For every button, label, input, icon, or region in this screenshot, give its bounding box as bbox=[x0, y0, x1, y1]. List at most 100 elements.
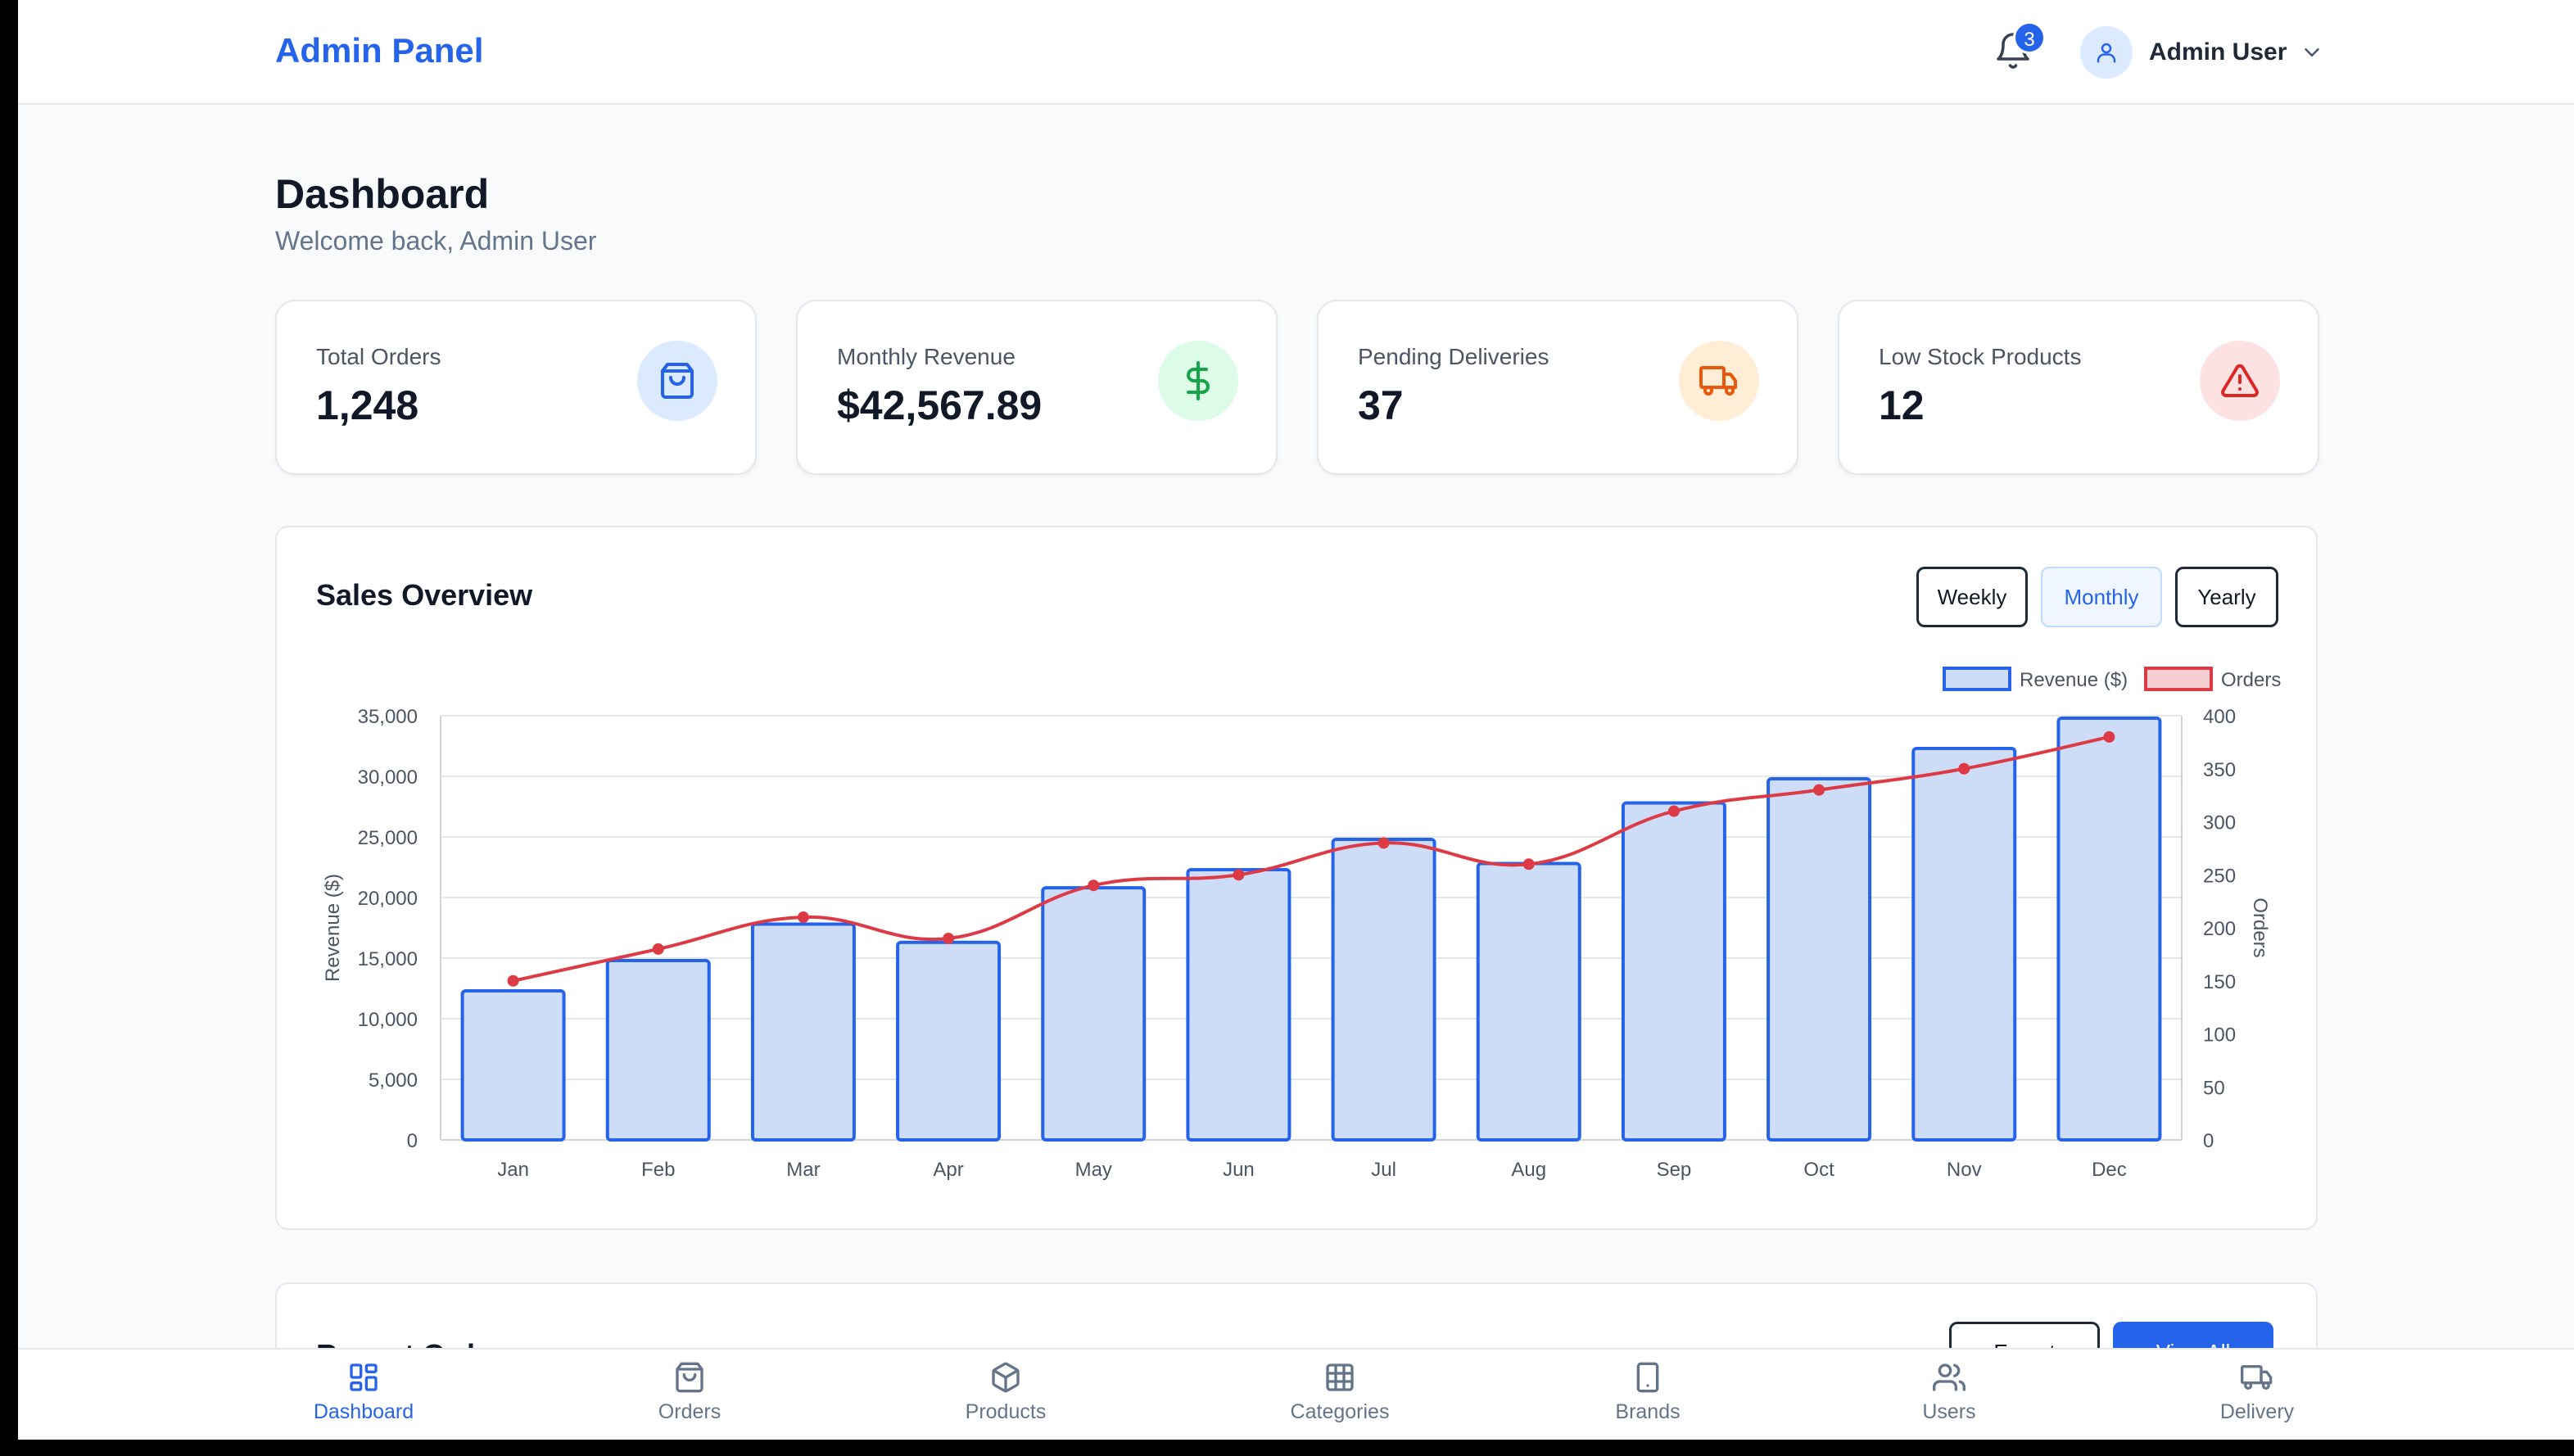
stat-value: 1,248 bbox=[316, 382, 419, 428]
x-tick-label: Mar bbox=[786, 1159, 820, 1181]
orders-point bbox=[1377, 837, 1390, 849]
orders-line bbox=[513, 735, 2110, 983]
y2-tick-label: 200 bbox=[2203, 918, 2236, 940]
orders-point bbox=[2103, 730, 2115, 743]
orders-point bbox=[797, 911, 809, 924]
period-monthly-button[interactable]: Monthly bbox=[2041, 567, 2162, 627]
stat-icon-circle bbox=[637, 341, 717, 421]
y2-tick-label: 100 bbox=[2203, 1024, 2236, 1047]
orders-point bbox=[652, 943, 664, 955]
revenue-bar bbox=[1621, 801, 1726, 1142]
grid-icon bbox=[1326, 1363, 1354, 1391]
nav-label: Delivery bbox=[2219, 1400, 2295, 1423]
revenue-bar bbox=[1186, 867, 1292, 1142]
legend-label-orders: Orders bbox=[2221, 669, 2281, 691]
user-icon bbox=[2097, 43, 2116, 63]
nav-label: Brands bbox=[1615, 1400, 1681, 1423]
y-tick-label: 5,000 bbox=[369, 1069, 418, 1092]
y2-tick-label: 250 bbox=[2203, 865, 2236, 887]
stat-card-monthly-revenue[interactable]: Monthly Revenue $42,567.89 bbox=[796, 300, 1278, 475]
stat-label: Low Stock Products bbox=[1879, 344, 2082, 369]
user-name: Admin User bbox=[2149, 38, 2287, 66]
revenue-bar bbox=[1767, 776, 1872, 1142]
x-tick-label: Oct bbox=[1803, 1159, 1834, 1181]
chevron-down-icon bbox=[2305, 48, 2320, 57]
nav-categories[interactable]: Categories bbox=[1242, 1361, 1438, 1435]
stat-card-low-stock[interactable]: Low Stock Products 12 bbox=[1838, 300, 2319, 475]
x-tick-label: Feb bbox=[641, 1159, 675, 1181]
legend-label-revenue: Revenue ($) bbox=[2020, 669, 2128, 691]
y-tick-label: 15,000 bbox=[358, 948, 418, 970]
shopping-bag-icon bbox=[661, 363, 694, 399]
nav-users[interactable]: Users bbox=[1851, 1361, 2047, 1435]
nav-label: Orders bbox=[658, 1400, 722, 1423]
x-tick-label: Aug bbox=[1511, 1159, 1546, 1181]
brand-title[interactable]: Admin Panel bbox=[275, 31, 484, 70]
nav-label: Dashboard bbox=[313, 1400, 414, 1423]
y2-tick-label: 0 bbox=[2203, 1130, 2214, 1152]
panel-title: Sales Overview bbox=[316, 578, 533, 612]
orders-point bbox=[1088, 879, 1100, 892]
dashboard-icon bbox=[350, 1363, 378, 1391]
orders-point bbox=[1813, 784, 1825, 796]
x-tick-label: Apr bbox=[933, 1159, 963, 1181]
revenue-bar bbox=[1911, 746, 2017, 1142]
orders-point bbox=[943, 932, 955, 944]
x-tick-label: Jan bbox=[497, 1159, 529, 1181]
nav-products[interactable]: Products bbox=[907, 1361, 1104, 1435]
y-tick-label: 35,000 bbox=[358, 706, 418, 728]
y-tick-label: 20,000 bbox=[358, 888, 418, 910]
x-tick-label: May bbox=[1075, 1159, 1112, 1181]
nav-dashboard[interactable]: Dashboard bbox=[265, 1361, 462, 1435]
nav-delivery[interactable]: Delivery bbox=[2159, 1361, 2355, 1435]
period-yearly-button[interactable]: Yearly bbox=[2175, 567, 2278, 627]
package-icon bbox=[992, 1362, 1020, 1393]
y2-tick-label: 400 bbox=[2203, 706, 2236, 728]
x-tick-label: Sep bbox=[1657, 1159, 1692, 1181]
revenue-bar bbox=[1476, 861, 1581, 1142]
sales-chart: 0 5,000 10,000 15,000 20,000 25,000 30,000 35,0… bbox=[322, 667, 2281, 1181]
y-axis-label: Revenue ($) bbox=[322, 874, 344, 982]
top-header: Admin Panel 3 Admin User bbox=[18, 0, 2574, 105]
revenue-bar bbox=[750, 922, 856, 1142]
period-weekly-button[interactable]: Weekly bbox=[1916, 567, 2028, 627]
stat-icon-circle bbox=[1679, 341, 1759, 421]
stat-icon-circle bbox=[2200, 341, 2280, 421]
stat-label: Total Orders bbox=[316, 344, 441, 369]
tablet-icon bbox=[1636, 1362, 1659, 1393]
x-tick-label: Dec bbox=[2092, 1159, 2127, 1181]
stat-card-total-orders[interactable]: Total Orders 1,248 bbox=[275, 300, 757, 475]
x-tick-label: Jul bbox=[1371, 1159, 1396, 1181]
orders-point bbox=[1667, 805, 1680, 817]
nav-brands[interactable]: Brands bbox=[1549, 1361, 1746, 1435]
page-title: Dashboard bbox=[275, 171, 490, 217]
y-tick-label: 10,000 bbox=[358, 1009, 418, 1031]
app-window: Admin Panel 3 Admin User Dashboard Welco… bbox=[18, 0, 2574, 1440]
orders-point bbox=[1233, 869, 1245, 881]
truck-icon bbox=[1699, 366, 1737, 396]
orders-point bbox=[1958, 762, 1970, 775]
shopping-bag-icon bbox=[676, 1362, 703, 1393]
orders-point bbox=[507, 974, 519, 987]
y2-axis-label: Orders bbox=[2249, 898, 2271, 957]
sales-overview-panel: Sales Overview Weekly Monthly Yearly 0 5,… bbox=[275, 526, 2318, 1230]
stat-card-pending-deliveries[interactable]: Pending Deliveries 37 bbox=[1317, 300, 1798, 475]
revenue-bar bbox=[896, 940, 1002, 1142]
orders-point bbox=[1522, 858, 1535, 870]
y2-tick-label: 350 bbox=[2203, 759, 2236, 781]
stat-value: 12 bbox=[1879, 382, 1925, 428]
legend-swatch-orders bbox=[2144, 667, 2213, 691]
x-tick-label: Nov bbox=[1947, 1159, 1982, 1181]
stat-label: Pending Deliveries bbox=[1358, 344, 1549, 369]
nav-label: Users bbox=[1922, 1400, 1976, 1423]
notification-badge: 3 bbox=[2013, 21, 2046, 54]
revenue-bar bbox=[2056, 716, 2162, 1142]
y2-tick-label: 50 bbox=[2203, 1077, 2225, 1099]
nav-orders[interactable]: Orders bbox=[591, 1361, 788, 1435]
x-tick-label: Jun bbox=[1223, 1159, 1255, 1181]
nav-label: Categories bbox=[1290, 1400, 1390, 1423]
user-menu[interactable]: Admin User bbox=[2080, 25, 2324, 80]
y2-tick-label: 300 bbox=[2203, 812, 2236, 834]
stat-label: Monthly Revenue bbox=[837, 344, 1016, 369]
truck-icon bbox=[2241, 1365, 2273, 1390]
